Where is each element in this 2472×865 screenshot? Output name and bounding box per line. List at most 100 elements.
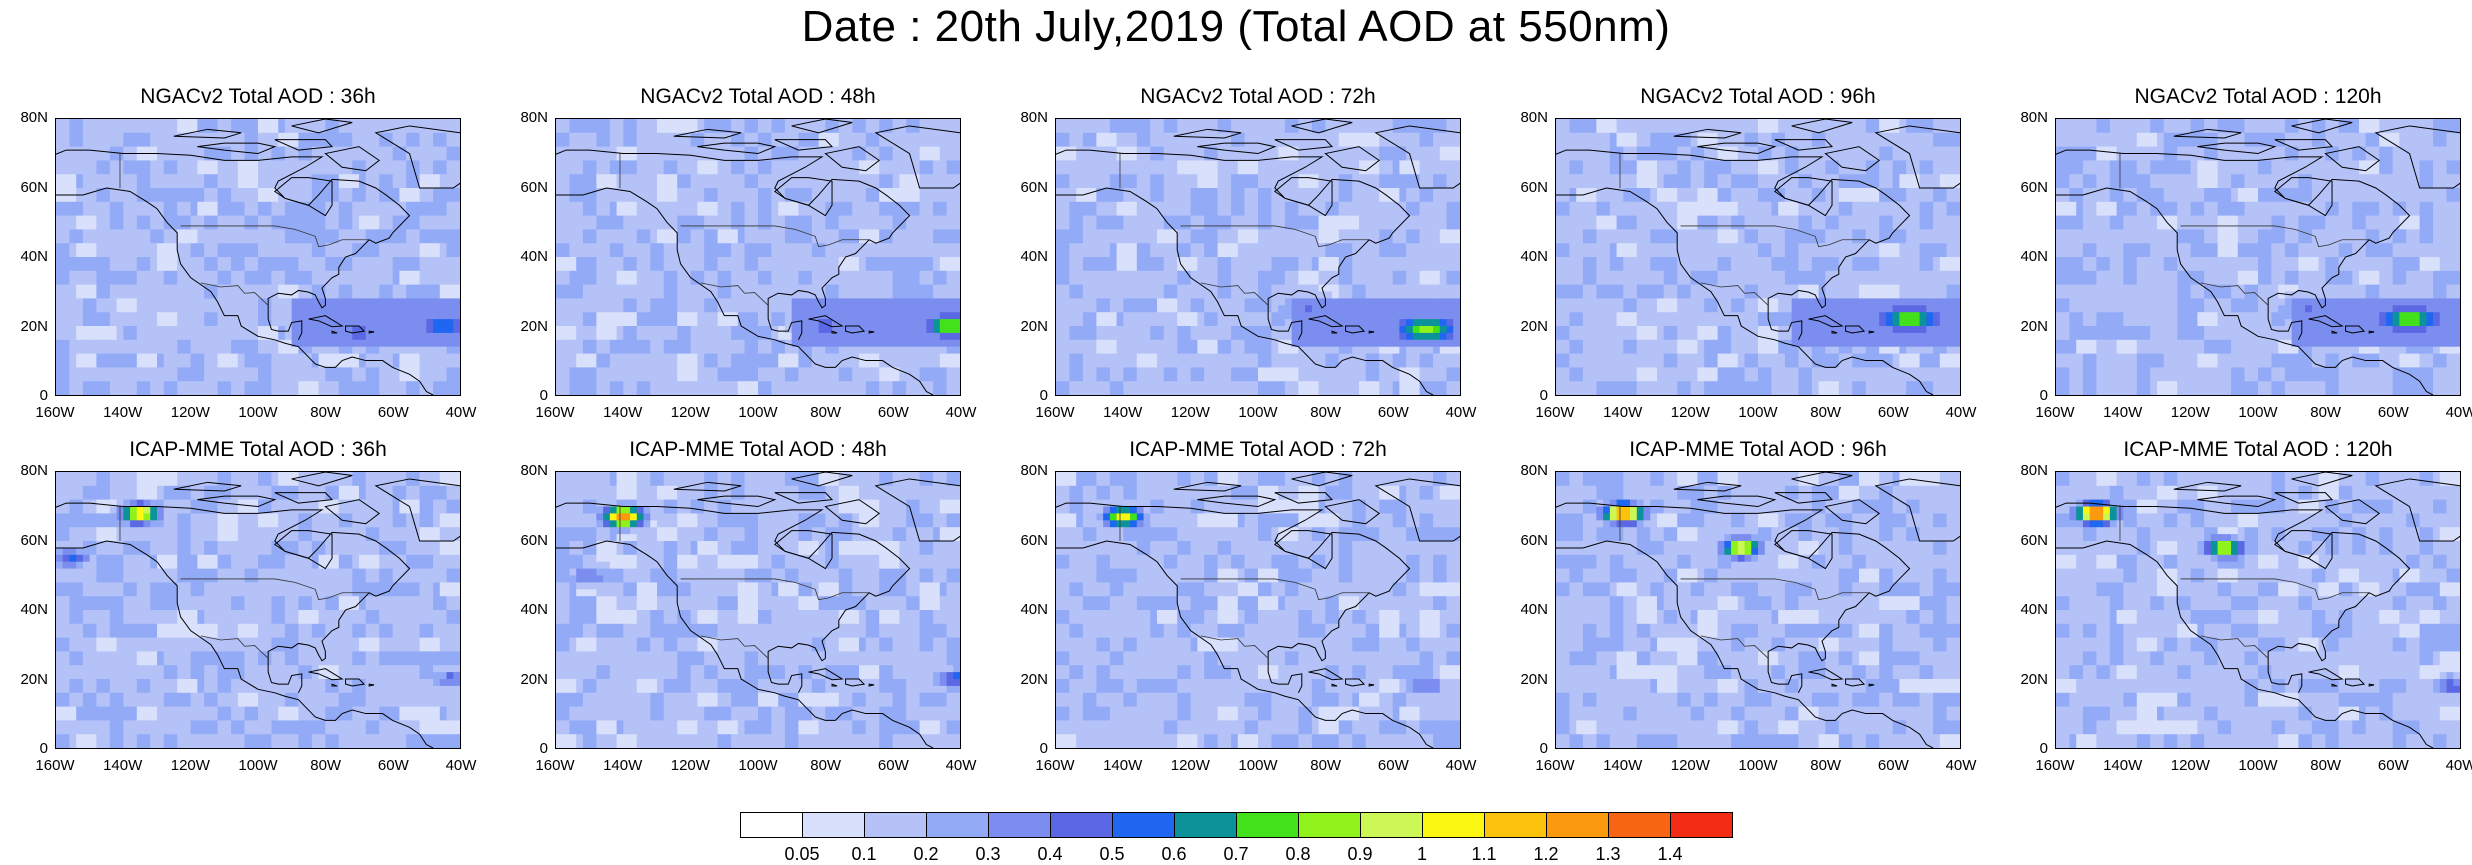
- aod-cell: [56, 250, 63, 257]
- aod-cell: [872, 381, 879, 388]
- aod-cell: [610, 264, 617, 271]
- aod-cell: [893, 381, 900, 388]
- aod-cell: [218, 285, 225, 292]
- aod-cell: [211, 160, 218, 167]
- aod-cell: [447, 257, 454, 264]
- aod-cell: [292, 243, 299, 250]
- aod-cell: [137, 133, 144, 140]
- aod-cell: [177, 188, 184, 195]
- aod-cell: [426, 292, 433, 299]
- aod-cell: [312, 264, 319, 271]
- aod-cell: [738, 340, 745, 347]
- aod-cell: [312, 278, 319, 285]
- aod-cell: [123, 243, 130, 250]
- aod-cell: [305, 388, 312, 395]
- aod-cell: [123, 264, 130, 271]
- aod-cell: [630, 388, 637, 395]
- aod-cell: [771, 305, 778, 312]
- aod-cell: [285, 312, 292, 319]
- aod-cell: [123, 298, 130, 305]
- aod-cell: [191, 140, 198, 147]
- aod-cell: [899, 292, 906, 299]
- aod-cell: [920, 264, 927, 271]
- aod-cell: [420, 374, 427, 381]
- aod-cell: [765, 229, 772, 236]
- aod-cell: [947, 154, 954, 161]
- aod-cell: [866, 154, 873, 161]
- aod-cell: [623, 126, 630, 133]
- aod-cell: [258, 347, 265, 354]
- aod-cell: [123, 347, 130, 354]
- aod-cell: [825, 243, 832, 250]
- aod-cell: [447, 388, 454, 395]
- aod-cell: [812, 388, 819, 395]
- aod-cell: [576, 367, 583, 374]
- aod-cell: [372, 278, 379, 285]
- aod-cell: [691, 292, 698, 299]
- aod-cell: [697, 250, 704, 257]
- aod-cell: [137, 326, 144, 333]
- aod-cell: [298, 278, 305, 285]
- aod-cell: [1063, 154, 1070, 161]
- aod-cell: [879, 367, 886, 374]
- aod-cell: [933, 209, 940, 216]
- aod-cell: [440, 216, 447, 223]
- aod-cell: [657, 340, 664, 347]
- aod-cell: [103, 236, 110, 243]
- aod-cell: [1056, 209, 1063, 216]
- aod-cell: [940, 167, 947, 174]
- aod-cell: [576, 305, 583, 312]
- aod-cell: [177, 292, 184, 299]
- aod-cell: [366, 388, 373, 395]
- aod-cell: [110, 298, 117, 305]
- aod-cell: [245, 202, 252, 209]
- aod-cell: [630, 340, 637, 347]
- aod-cell: [292, 361, 299, 368]
- aod-cell: [926, 216, 933, 223]
- aod-cell: [137, 126, 144, 133]
- aod-cell: [670, 223, 677, 230]
- aod-cell: [563, 257, 570, 264]
- aod-cell: [852, 285, 859, 292]
- aod-cell: [346, 381, 353, 388]
- aod-cell: [332, 381, 339, 388]
- aod-cell: [623, 285, 630, 292]
- aod-cell: [859, 195, 866, 202]
- aod-cell: [697, 326, 704, 333]
- aod-cell: [879, 374, 886, 381]
- aod-cell: [630, 181, 637, 188]
- aod-cell: [576, 250, 583, 257]
- aod-cell: [76, 347, 83, 354]
- aod-cell: [346, 340, 353, 347]
- aod-cell: [69, 195, 76, 202]
- aod-cell: [563, 188, 570, 195]
- aod-cell: [637, 133, 644, 140]
- aod-cell: [670, 216, 677, 223]
- aod-cell: [583, 229, 590, 236]
- aod-cell: [447, 319, 454, 326]
- aod-cell: [798, 257, 805, 264]
- aod-cell: [866, 292, 873, 299]
- aod-cell: [872, 305, 879, 312]
- aod-cell: [426, 381, 433, 388]
- aod-cell: [657, 167, 664, 174]
- aod-cell: [657, 243, 664, 250]
- aod-cell: [420, 285, 427, 292]
- aod-cell: [325, 243, 332, 250]
- aod-cell: [420, 174, 427, 181]
- aod-cell: [1063, 160, 1070, 167]
- aod-cell: [872, 202, 879, 209]
- latitude-tick-label: 80N: [0, 109, 48, 126]
- aod-cell: [670, 298, 677, 305]
- aod-cell: [778, 381, 785, 388]
- aod-cell: [677, 312, 684, 319]
- aod-cell: [96, 340, 103, 347]
- aod-cell: [569, 229, 576, 236]
- aod-cell: [164, 285, 171, 292]
- aod-cell: [76, 154, 83, 161]
- aod-cell: [453, 340, 460, 347]
- aod-cell: [852, 181, 859, 188]
- aod-cell: [819, 250, 826, 257]
- aod-cell: [258, 354, 265, 361]
- aod-cell: [738, 119, 745, 126]
